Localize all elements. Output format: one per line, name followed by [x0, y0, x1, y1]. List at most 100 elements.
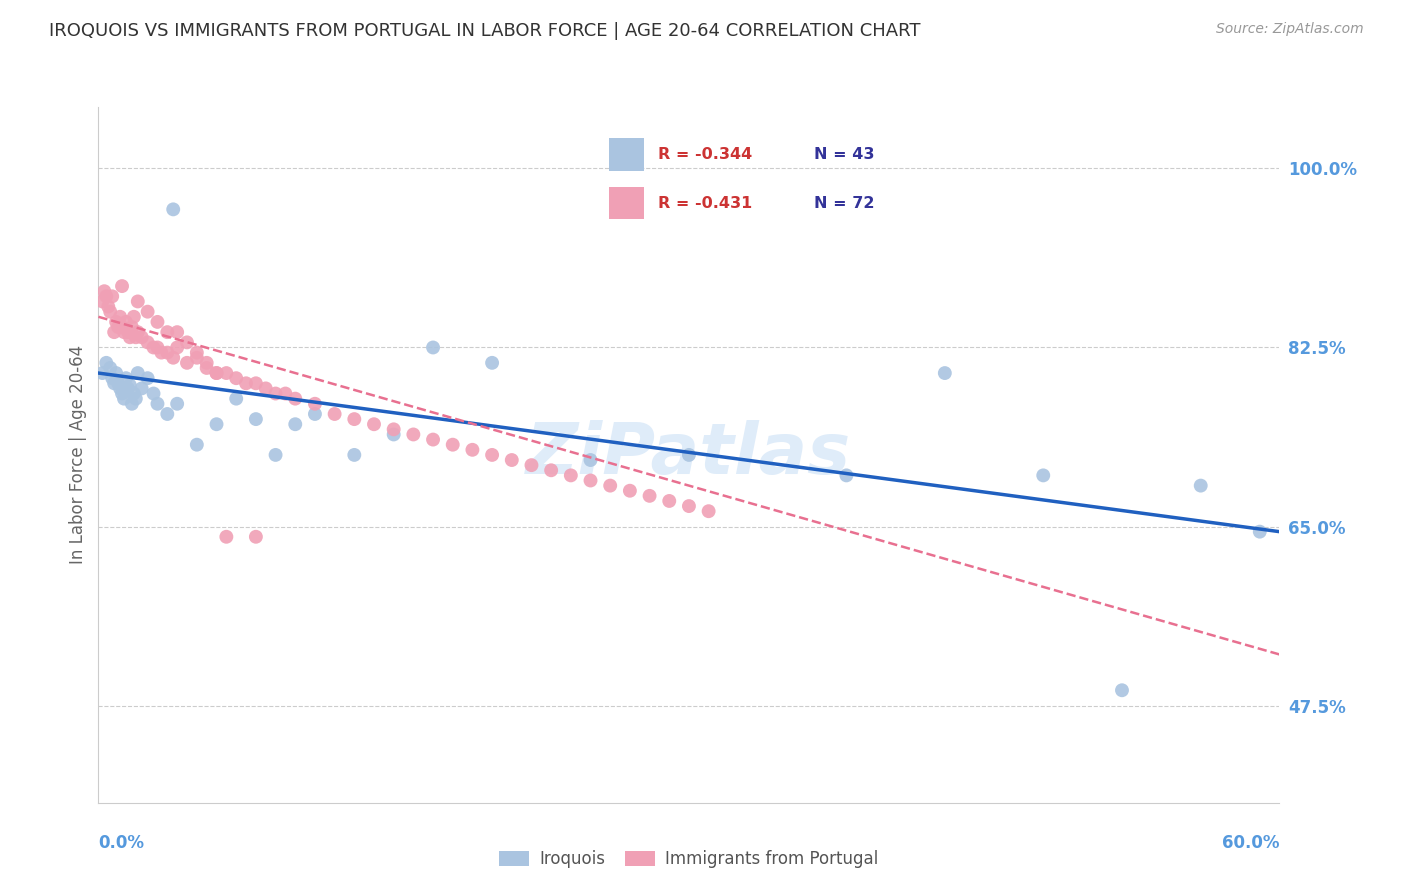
Point: [934, 366, 956, 380]
Point: [205, 417, 228, 432]
Point: [205, 366, 228, 380]
Point: [112, 392, 135, 406]
Point: [162, 351, 184, 365]
Point: [107, 320, 129, 334]
Point: [112, 325, 135, 339]
Point: [125, 392, 148, 406]
Point: [225, 392, 247, 406]
Point: [156, 345, 179, 359]
Point: [131, 330, 153, 344]
Point: [195, 361, 218, 376]
Point: [186, 351, 208, 365]
Point: [205, 366, 228, 380]
Point: [284, 392, 307, 406]
Point: [363, 417, 385, 432]
Text: Source: ZipAtlas.com: Source: ZipAtlas.com: [1216, 22, 1364, 37]
Point: [146, 315, 169, 329]
Point: [105, 366, 128, 380]
Point: [264, 448, 287, 462]
Point: [131, 381, 153, 395]
Point: [215, 366, 238, 380]
Point: [245, 530, 267, 544]
Point: [245, 376, 267, 391]
Point: [136, 304, 159, 318]
Point: [117, 381, 139, 395]
Point: [658, 494, 681, 508]
Point: [122, 386, 145, 401]
Point: [304, 397, 326, 411]
Point: [103, 376, 125, 391]
Point: [441, 438, 464, 452]
Point: [225, 371, 247, 385]
Point: [678, 499, 700, 513]
Point: [481, 448, 503, 462]
Point: [186, 438, 208, 452]
Point: [520, 458, 543, 472]
Point: [323, 407, 346, 421]
Point: [118, 330, 141, 344]
Point: [97, 300, 120, 314]
Point: [382, 427, 405, 442]
Point: [835, 468, 858, 483]
Point: [108, 310, 131, 324]
Point: [156, 407, 179, 421]
Point: [150, 345, 173, 359]
Point: [1032, 468, 1054, 483]
Point: [264, 386, 287, 401]
Point: [136, 371, 159, 385]
Point: [215, 530, 238, 544]
Point: [560, 468, 582, 483]
Point: [1249, 524, 1271, 539]
Point: [111, 320, 134, 334]
Point: [146, 341, 169, 355]
Point: [91, 366, 114, 380]
Point: [162, 202, 184, 217]
Point: [122, 310, 145, 324]
Point: [105, 315, 128, 329]
Point: [91, 294, 114, 309]
Y-axis label: In Labor Force | Age 20-64: In Labor Force | Age 20-64: [69, 345, 87, 565]
Point: [127, 294, 149, 309]
Point: [156, 325, 179, 339]
Point: [101, 289, 124, 303]
Point: [101, 371, 124, 385]
Point: [501, 453, 523, 467]
Point: [284, 417, 307, 432]
Point: [103, 325, 125, 339]
Legend: Iroquois, Immigrants from Portugal: Iroquois, Immigrants from Portugal: [492, 843, 886, 874]
Point: [115, 315, 138, 329]
Point: [481, 356, 503, 370]
Point: [678, 448, 700, 462]
Point: [195, 356, 218, 370]
Point: [166, 325, 188, 339]
Text: 0.0%: 0.0%: [98, 834, 145, 852]
Point: [382, 422, 405, 436]
Point: [121, 397, 143, 411]
Text: IROQUOIS VS IMMIGRANTS FROM PORTUGAL IN LABOR FORCE | AGE 20-64 CORRELATION CHAR: IROQUOIS VS IMMIGRANTS FROM PORTUGAL IN …: [49, 22, 921, 40]
Text: ZiPatlas: ZiPatlas: [526, 420, 852, 490]
Point: [142, 386, 165, 401]
Point: [108, 381, 131, 395]
Point: [235, 376, 257, 391]
Point: [422, 341, 444, 355]
Point: [96, 289, 118, 303]
Point: [254, 381, 277, 395]
Point: [136, 335, 159, 350]
Point: [146, 397, 169, 411]
Point: [98, 361, 121, 376]
Point: [166, 397, 188, 411]
Point: [107, 376, 129, 391]
Point: [304, 407, 326, 421]
Point: [599, 478, 621, 492]
Point: [1189, 478, 1212, 492]
Point: [98, 304, 121, 318]
Point: [638, 489, 661, 503]
Point: [343, 412, 366, 426]
Point: [125, 330, 148, 344]
Point: [166, 341, 188, 355]
Point: [274, 386, 297, 401]
Point: [422, 433, 444, 447]
Point: [579, 453, 602, 467]
Point: [93, 284, 115, 298]
Point: [121, 320, 143, 334]
